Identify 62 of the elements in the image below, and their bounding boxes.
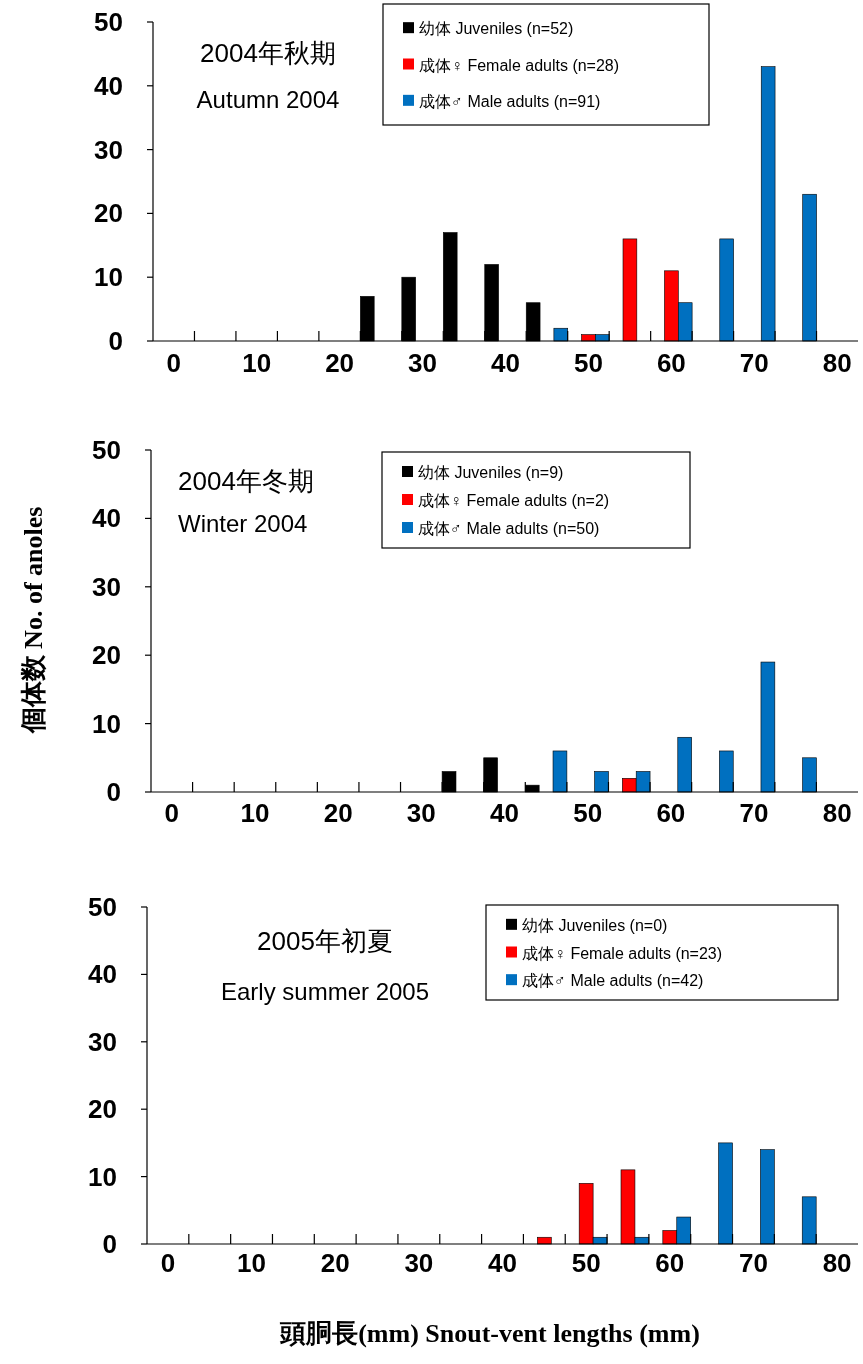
- y-tick-label: 0: [102, 1229, 117, 1259]
- y-tick-label: 0: [106, 777, 121, 807]
- x-tick-label: 30: [404, 1248, 434, 1278]
- legend-label: 幼体 Juveniles (n=52): [419, 20, 574, 38]
- y-tick-label: 10: [88, 1161, 117, 1192]
- y-tick-label: 50: [88, 892, 117, 922]
- x-tick-label: 20: [325, 348, 355, 378]
- x-tick-label: 20: [320, 1248, 350, 1278]
- x-tick-label: 40: [491, 348, 520, 378]
- y-tick-label: 40: [88, 959, 117, 990]
- text: 2004年秋期: [200, 38, 336, 68]
- y-tick-label: 50: [94, 7, 123, 37]
- y-tick-label: 30: [94, 134, 123, 165]
- x-tick-label: 80: [822, 798, 852, 828]
- x-tick-label: 0: [164, 798, 180, 828]
- legend-label: 成体♀ Female adults (n=23): [522, 944, 723, 962]
- x-tick-label: 40: [488, 1248, 517, 1278]
- legend-label: 成体♂ Male adults (n=91): [419, 92, 601, 110]
- text: Early summer 2005: [220, 978, 430, 1005]
- y-tick-label: 10: [94, 262, 123, 293]
- y-tick-label: 20: [94, 198, 123, 229]
- x-tick-label: 50: [573, 798, 603, 828]
- x-tick-label: 50: [573, 348, 603, 378]
- legend-label: 成体♂ Male adults (n=50): [418, 520, 600, 537]
- x-tick-label: 60: [656, 348, 686, 378]
- x-tick-label: 50: [571, 1248, 601, 1278]
- y-tick-label: 20: [88, 1094, 117, 1125]
- legend-label: 幼体 Juveniles (n=0): [522, 916, 668, 934]
- y-tick-label: 40: [94, 70, 123, 101]
- x-tick-label: 60: [655, 1248, 685, 1278]
- legend-label: 成体♀ Female adults (n=28): [419, 56, 620, 74]
- x-tick-label: 10: [240, 798, 270, 828]
- x-tick-label: 70: [739, 348, 769, 378]
- legend-label: 幼体 Juveniles (n=9): [418, 464, 564, 481]
- x-tick-label: 10: [242, 348, 272, 378]
- x-tick-label: 0: [160, 1248, 176, 1278]
- text: Autumn 2004: [196, 86, 340, 113]
- y-tick-label: 0: [108, 326, 123, 356]
- text: 2004年冬期: [178, 466, 314, 496]
- x-tick-label: 70: [738, 1248, 768, 1278]
- x-tick-label: 80: [822, 348, 852, 378]
- x-tick-label: 0: [166, 348, 181, 378]
- legend-label: 成体♂ Male adults (n=42): [522, 972, 704, 990]
- x-tick-label: 70: [739, 798, 769, 828]
- y-tick-label: 50: [92, 435, 121, 465]
- y-tick-label: 40: [92, 503, 121, 534]
- y-tick-label: 30: [92, 571, 121, 602]
- x-tick-label: 10: [237, 1248, 267, 1278]
- y-tick-label: 10: [92, 708, 121, 739]
- x-tick-label: 80: [822, 1248, 852, 1278]
- x-axis-title: 頭胴長(mm) Snout-vent lengths (mm): [279, 1319, 700, 1348]
- y-tick-label: 30: [88, 1026, 117, 1057]
- x-tick-label: 40: [490, 798, 519, 828]
- y-axis-title: 個体数 No. of anoles: [19, 506, 48, 735]
- x-tick-label: 20: [323, 798, 353, 828]
- text: 2005年初夏: [257, 926, 393, 956]
- x-tick-label: 60: [656, 798, 686, 828]
- x-tick-label: 30: [406, 798, 436, 828]
- legend-label: 成体♀ Female adults (n=2): [418, 492, 610, 509]
- x-tick-label: 30: [408, 348, 438, 378]
- text: Winter 2004: [178, 510, 308, 537]
- y-tick-label: 20: [92, 640, 121, 671]
